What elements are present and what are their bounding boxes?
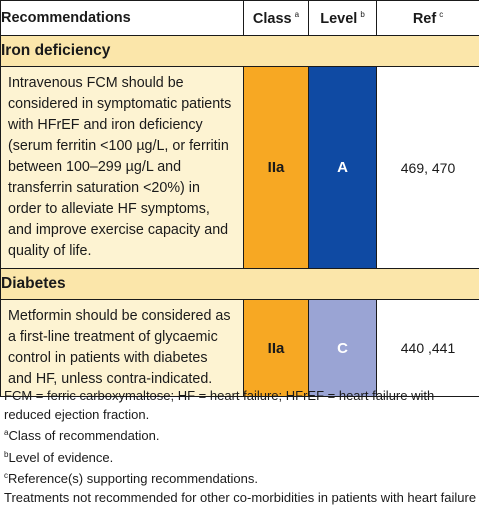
recommendation-row: Metformin should be considered as a firs…	[1, 300, 479, 397]
ref-cell: 440 ,441	[377, 300, 479, 397]
level-cell: A	[309, 67, 377, 269]
ref-cell: 469, 470	[377, 67, 479, 269]
level-cell: C	[309, 300, 377, 397]
footnotes: FCM = ferric carboxymaltose; HF = heart …	[4, 387, 478, 508]
header-class-mark: a	[295, 10, 299, 19]
footnote-a: aClass of recommendation.	[4, 424, 478, 446]
header-level-mark: b	[360, 10, 364, 19]
section-row-iron-deficiency: Iron deficiency	[1, 36, 479, 67]
recommendation-text: Intravenous FCM should be considered in …	[1, 67, 244, 269]
section-title: Iron deficiency	[1, 36, 479, 67]
section-row-diabetes: Diabetes	[1, 269, 479, 300]
recommendation-row: Intravenous FCM should be considered in …	[1, 67, 479, 269]
footnote-c: cReference(s) supporting recommendations…	[4, 467, 478, 489]
section-title: Diabetes	[1, 269, 479, 300]
header-ref-mark: c	[439, 10, 443, 19]
footnote-b: bLevel of evidence.	[4, 446, 478, 468]
class-cell: IIa	[244, 67, 309, 269]
footnote-note: Treatments not recommended for other co-…	[4, 489, 478, 508]
header-recommendations: Recommendations	[1, 1, 244, 36]
footnote-abbreviations: FCM = ferric carboxymaltose; HF = heart …	[4, 387, 478, 424]
recommendation-text: Metformin should be considered as a firs…	[1, 300, 244, 397]
class-cell: IIa	[244, 300, 309, 397]
